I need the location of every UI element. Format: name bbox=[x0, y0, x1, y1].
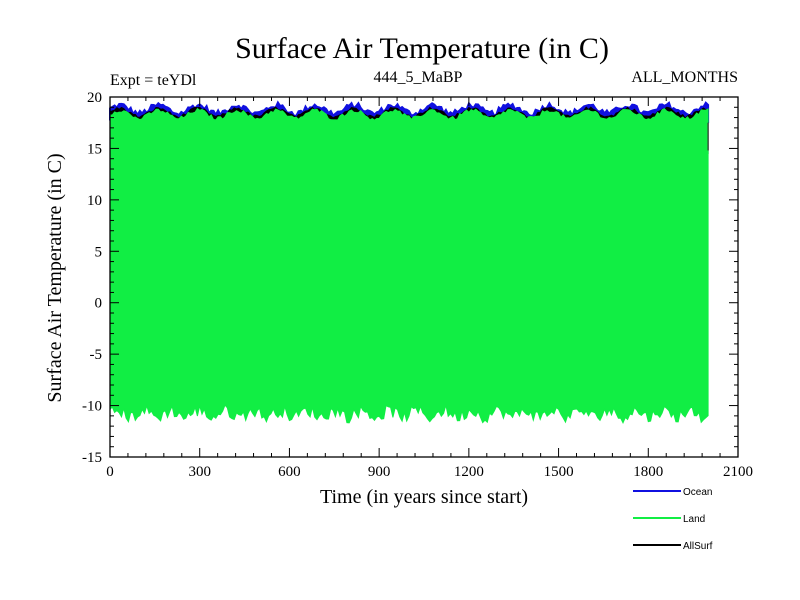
y-tick-label: 0 bbox=[95, 296, 103, 312]
legend-label-allsurf: AllSurf bbox=[683, 541, 713, 552]
y-tick-label: 5 bbox=[95, 244, 103, 260]
y-tick-label: -10 bbox=[82, 399, 102, 415]
series-land bbox=[109, 107, 709, 424]
legend-label-ocean: Ocean bbox=[683, 487, 712, 498]
y-axis-label: Surface Air Temperature (in C) bbox=[44, 153, 66, 402]
x-tick-label: 2100 bbox=[723, 464, 753, 480]
y-tick-label: -15 bbox=[82, 450, 102, 466]
subtitle-months: ALL_MONTHS bbox=[631, 69, 738, 86]
legend-label-land: Land bbox=[683, 514, 705, 525]
x-tick-label: 300 bbox=[188, 464, 211, 480]
plot-data-area bbox=[109, 100, 710, 424]
chart-title: Surface Air Temperature (in C) bbox=[235, 32, 609, 65]
plot-frame bbox=[109, 96, 739, 458]
x-tick-label: 1500 bbox=[544, 464, 574, 480]
y-tick-label: 15 bbox=[87, 141, 102, 157]
legend: Ocean Land AllSurf bbox=[633, 487, 713, 552]
y-tick-label: 10 bbox=[87, 193, 102, 209]
x-axis-label: Time (in years since start) bbox=[320, 486, 528, 508]
x-tick-label: 1200 bbox=[454, 464, 484, 480]
subtitle-period: 444_5_MaBP bbox=[374, 69, 463, 86]
y-tick-label: -5 bbox=[90, 347, 103, 363]
x-tick-label: 900 bbox=[368, 464, 391, 480]
x-tick-label: 0 bbox=[106, 464, 114, 480]
x-tick-label: 1800 bbox=[633, 464, 663, 480]
subtitle-expt: Expt = teYDl bbox=[110, 72, 197, 89]
axes: 0 300 600 900 1200 1500 1800 2100 -15 -10 -5 0 5 10 15… bbox=[82, 90, 753, 480]
x-tick-label: 600 bbox=[278, 464, 301, 480]
y-tick-label: 20 bbox=[87, 90, 102, 106]
